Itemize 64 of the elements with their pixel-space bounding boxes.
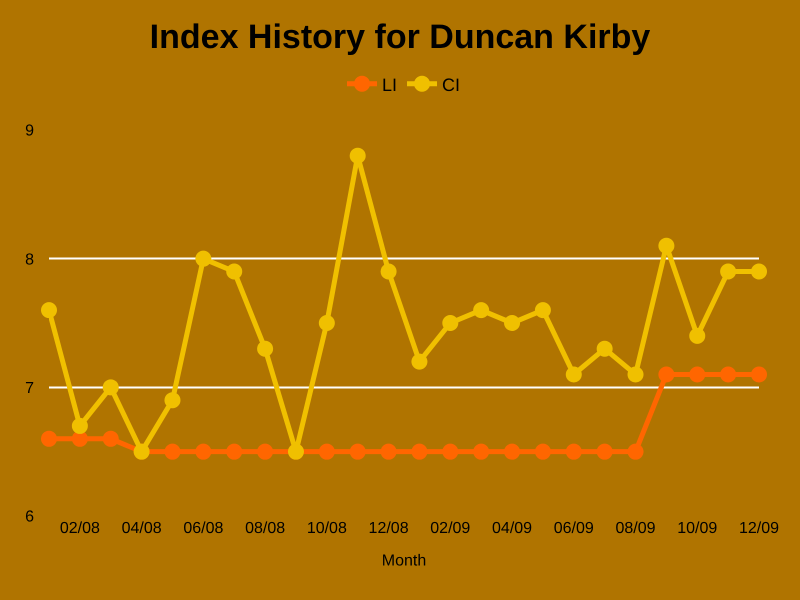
x-tick-label: 06/08 [183, 520, 224, 537]
point [380, 264, 397, 280]
x-tick-label: 12/08 [368, 520, 409, 537]
point [720, 366, 736, 382]
point [257, 444, 274, 460]
y-tick-label: 7 [25, 380, 34, 397]
x-axis-title: Month [382, 552, 426, 570]
y-tick-label: 9 [25, 122, 34, 140]
point [41, 430, 57, 447]
point [350, 444, 366, 460]
point [628, 444, 644, 460]
x-tick-label: 10/09 [677, 520, 718, 537]
point [195, 250, 212, 267]
point [164, 444, 180, 460]
point [473, 444, 490, 460]
y-tick-label: 6 [25, 508, 34, 526]
point [689, 328, 706, 344]
point [41, 302, 57, 318]
point [751, 366, 767, 382]
point [350, 148, 366, 164]
point [102, 379, 119, 396]
point [195, 444, 212, 460]
point [751, 264, 767, 280]
point [504, 444, 520, 460]
point [473, 302, 490, 318]
y-tick-label: 8 [25, 251, 34, 268]
x-tick-label: 04/08 [122, 520, 162, 537]
point [226, 264, 242, 280]
x-tick-label: 06/09 [554, 520, 594, 537]
chart-title: Index History for Duncan Kirby [150, 18, 650, 56]
point [566, 444, 582, 460]
point [442, 444, 458, 460]
point [628, 366, 644, 382]
point [566, 366, 582, 382]
point [164, 392, 180, 408]
point [442, 315, 458, 331]
point [658, 366, 674, 382]
point [226, 444, 242, 460]
point [411, 444, 428, 460]
x-tick-label: 02/08 [60, 520, 100, 537]
x-tick-label: 08/08 [245, 520, 286, 537]
legend-label: CI [442, 74, 460, 95]
point [720, 264, 736, 280]
x-tick-label: 08/09 [615, 520, 656, 537]
point [72, 430, 88, 447]
point [658, 238, 674, 254]
x-tick-label: 02/09 [430, 520, 470, 537]
point [257, 340, 274, 357]
point [596, 340, 613, 357]
point [411, 354, 428, 370]
point [380, 444, 397, 460]
point [504, 315, 520, 331]
x-tick-label: 10/08 [306, 520, 347, 537]
x-tick-label: 04/09 [492, 520, 532, 537]
point [534, 444, 551, 460]
point [318, 444, 335, 460]
point [318, 315, 335, 331]
legend-label: LI [382, 74, 398, 95]
point [102, 430, 119, 447]
point [596, 444, 613, 460]
point [689, 366, 706, 382]
point [72, 418, 88, 434]
x-tick-label: 12/09 [738, 520, 780, 537]
point [534, 302, 551, 318]
